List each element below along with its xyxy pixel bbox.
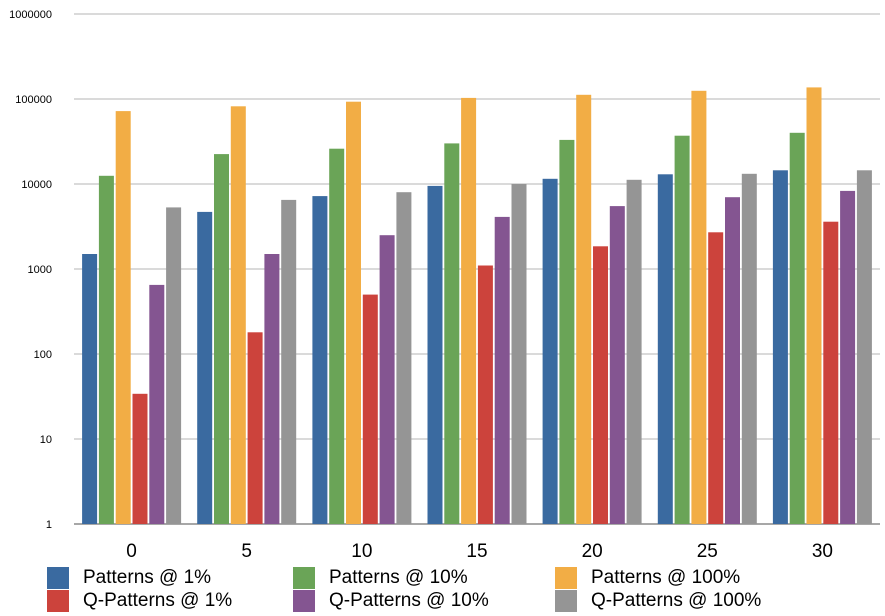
bar bbox=[396, 192, 412, 524]
bar bbox=[626, 179, 642, 525]
bar bbox=[856, 170, 872, 525]
legend-label: Q-Patterns @ 100% bbox=[591, 590, 762, 611]
bar bbox=[312, 196, 328, 524]
x-tick-label: 15 bbox=[466, 541, 487, 562]
x-tick-label: 20 bbox=[582, 541, 603, 562]
legend-item: Patterns @ 100% bbox=[555, 566, 740, 590]
bar bbox=[542, 178, 558, 525]
bar bbox=[461, 97, 477, 525]
bar bbox=[214, 154, 229, 524]
x-axis-tick-labels: 0 5 10 15 20 25 30 bbox=[126, 541, 833, 562]
legend-item: Patterns @ 10% bbox=[293, 566, 468, 590]
bar bbox=[115, 111, 131, 524]
bar bbox=[149, 284, 165, 524]
y-tick-label: 1 bbox=[46, 519, 52, 531]
legend-swatch bbox=[293, 590, 315, 612]
bar bbox=[823, 221, 839, 524]
x-tick-label: 25 bbox=[697, 541, 718, 562]
legend-swatch bbox=[47, 590, 69, 612]
legend-item: Patterns @ 1% bbox=[47, 566, 211, 590]
bar bbox=[98, 175, 114, 525]
y-tick-label: 1000000 bbox=[9, 9, 52, 21]
bar bbox=[346, 101, 361, 524]
legend-label: Q-Patterns @ 10% bbox=[329, 590, 489, 611]
legend-swatch bbox=[555, 590, 577, 612]
bar bbox=[806, 87, 822, 525]
legend: Patterns @ 1% Patterns @ 10% Patterns @ 10… bbox=[0, 562, 885, 616]
x-tick-label: 0 bbox=[126, 541, 137, 562]
legend-label: Patterns @ 1% bbox=[83, 567, 212, 588]
x-tick-label: 30 bbox=[812, 541, 833, 562]
bars bbox=[82, 87, 872, 525]
bar bbox=[444, 143, 460, 524]
bar bbox=[840, 190, 856, 524]
y-tick-label: 10 bbox=[40, 434, 52, 446]
legend-label: Patterns @ 10% bbox=[329, 567, 468, 588]
gridlines bbox=[74, 13, 880, 525]
bar bbox=[197, 211, 213, 524]
bar bbox=[741, 173, 757, 525]
bar bbox=[230, 106, 246, 525]
bar bbox=[772, 170, 788, 525]
bar bbox=[657, 174, 673, 525]
y-tick-label: 1000 bbox=[28, 264, 52, 276]
bar bbox=[362, 294, 378, 524]
bar bbox=[132, 393, 148, 524]
bar bbox=[477, 265, 493, 524]
bar bbox=[82, 254, 98, 524]
bar bbox=[511, 184, 527, 524]
bar bbox=[674, 135, 690, 524]
bar bbox=[427, 185, 443, 524]
bar bbox=[725, 197, 740, 524]
bar bbox=[166, 207, 182, 524]
bar bbox=[691, 90, 707, 525]
legend-item: Q-Patterns @ 1% bbox=[47, 589, 232, 613]
legend-label: Q-Patterns @ 1% bbox=[83, 590, 233, 611]
y-axis-tick-labels: 1 10 100 1000 10000 100000 1000000 bbox=[9, 9, 52, 531]
y-tick-label: 100 bbox=[34, 349, 52, 361]
legend-item: Q-Patterns @ 100% bbox=[555, 589, 761, 613]
bar bbox=[329, 148, 345, 524]
legend-swatch bbox=[555, 567, 577, 589]
y-tick-label: 100000 bbox=[15, 94, 52, 106]
bar bbox=[281, 199, 297, 524]
bar bbox=[559, 139, 575, 524]
bar bbox=[494, 216, 510, 524]
bar bbox=[576, 94, 592, 525]
legend-swatch bbox=[293, 567, 315, 589]
bar bbox=[379, 235, 395, 524]
legend-item: Q-Patterns @ 10% bbox=[293, 589, 489, 613]
bar bbox=[247, 332, 263, 524]
bar bbox=[593, 246, 608, 525]
bar bbox=[609, 206, 625, 524]
bar bbox=[264, 254, 280, 524]
legend-swatch bbox=[47, 567, 69, 589]
bar bbox=[789, 132, 805, 525]
y-tick-label: 10000 bbox=[21, 179, 52, 191]
legend-label: Patterns @ 100% bbox=[591, 567, 741, 588]
bar bbox=[708, 232, 724, 525]
x-tick-label: 5 bbox=[241, 541, 252, 562]
x-tick-label: 10 bbox=[351, 541, 372, 562]
bar-chart: 1 10 100 1000 10000 100000 1000000 0 5 10 15 20 25 3… bbox=[9, 9, 880, 562]
